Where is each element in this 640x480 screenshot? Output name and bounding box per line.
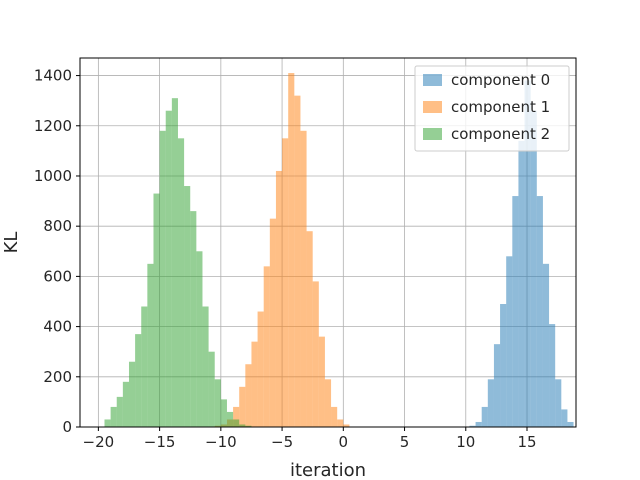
histogram-bar-component-1 xyxy=(337,419,344,427)
legend-swatch xyxy=(423,128,442,140)
histogram-bar-component-1 xyxy=(343,424,350,427)
histogram-bar-component-1 xyxy=(263,266,270,427)
histogram-bar-component-2 xyxy=(214,379,221,427)
histogram-bar-component-1 xyxy=(300,130,307,428)
y-tick-label: 600 xyxy=(43,267,72,285)
x-tick-label: 5 xyxy=(400,433,410,451)
histogram-bar-component-2 xyxy=(177,138,185,427)
histogram-bar-component-0 xyxy=(506,256,513,427)
histogram-bar-component-0 xyxy=(493,344,501,427)
histogram-bar-component-2 xyxy=(196,251,203,427)
histogram-bar-component-2 xyxy=(159,130,166,428)
histogram-bar-component-2 xyxy=(220,399,227,427)
y-tick-label: 0 xyxy=(62,418,72,436)
histogram-bar-component-0 xyxy=(561,409,568,427)
histogram-bar-component-2 xyxy=(226,411,234,427)
x-tick-label: −15 xyxy=(144,433,176,451)
histogram-bar-component-2 xyxy=(190,211,197,427)
histogram-bar-component-0 xyxy=(536,196,543,427)
histogram-bar-component-0 xyxy=(475,421,482,427)
histogram-bar-component-1 xyxy=(331,406,338,427)
histogram-bar-component-0 xyxy=(512,196,519,427)
histogram-bar-component-0 xyxy=(469,425,476,427)
x-tick-label: 15 xyxy=(517,433,536,451)
histogram-bar-component-1 xyxy=(233,406,240,427)
histogram-bar-component-2 xyxy=(104,419,111,427)
histogram-bar-component-1 xyxy=(324,379,332,427)
histogram-bar-component-2 xyxy=(128,361,136,427)
histogram-bar-component-2 xyxy=(110,406,117,427)
histogram-bar-component-0 xyxy=(518,140,525,427)
legend: component 0 component 1 component 2 xyxy=(414,65,570,152)
histogram-bar-component-1 xyxy=(239,386,246,427)
histogram-bar-component-2 xyxy=(153,193,160,427)
histogram-bar-component-1 xyxy=(294,95,301,427)
histogram-bar-component-0 xyxy=(487,379,494,427)
x-axis-label: iteration xyxy=(290,460,366,480)
histogram-bar-component-1 xyxy=(306,231,313,427)
y-axis-label: KL xyxy=(1,232,22,254)
histogram-bar-component-0 xyxy=(524,80,531,428)
y-tick-label: 400 xyxy=(43,318,72,336)
histogram-bar-component-2 xyxy=(245,425,252,427)
x-tick-label: 10 xyxy=(456,433,475,451)
histogram-bar-component-1 xyxy=(257,311,264,427)
x-tick-label: −5 xyxy=(271,433,293,451)
histogram-bar-component-1 xyxy=(251,341,258,427)
y-tick-label: 200 xyxy=(43,368,72,386)
histogram-bar-component-1 xyxy=(245,364,252,427)
histogram-bar-component-2 xyxy=(135,334,142,427)
histogram-bar-component-2 xyxy=(116,396,123,427)
histogram-bar-component-2 xyxy=(171,98,178,427)
histogram-bar-component-1 xyxy=(275,170,283,428)
histogram-bar-component-2 xyxy=(202,306,209,427)
histogram-bar-component-0 xyxy=(481,406,488,427)
histogram-bar-component-2 xyxy=(184,186,191,427)
histogram-bar-component-1 xyxy=(312,281,319,427)
x-tick-label: −10 xyxy=(205,433,237,451)
plot-frame xyxy=(79,57,577,428)
legend-swatch xyxy=(423,101,442,113)
histogram-bar-component-0 xyxy=(500,304,507,427)
histogram-bar-component-2 xyxy=(141,306,148,427)
histogram-bar-component-2 xyxy=(239,424,246,427)
y-tick-label: 1000 xyxy=(34,167,72,185)
histogram-bar-component-2 xyxy=(165,110,172,427)
histogram-bar-component-1 xyxy=(318,336,325,427)
histogram-bar-component-0 xyxy=(549,324,556,427)
x-axis: −20 −15 −10 −5 0 5 10 15 xyxy=(83,427,537,451)
legend-swatch xyxy=(423,74,442,86)
y-tick-label: 800 xyxy=(43,217,72,235)
x-tick-label: −20 xyxy=(83,433,115,451)
histogram-bar-component-1 xyxy=(288,73,295,428)
histogram-bar-component-1 xyxy=(282,138,289,427)
legend-box xyxy=(414,65,570,152)
histogram-bar-component-1 xyxy=(269,218,276,427)
legend-label: component 1 xyxy=(451,98,550,116)
y-axis: 0 200 400 600 800 1000 1200 1400 xyxy=(34,67,80,436)
legend-label: component 0 xyxy=(451,71,550,89)
histogram-bar-component-2 xyxy=(208,351,215,427)
histogram-bar-component-0 xyxy=(530,110,537,427)
histogram-bar-component-2 xyxy=(122,381,129,427)
x-tick-label: 0 xyxy=(339,433,349,451)
legend-label: component 2 xyxy=(451,125,550,143)
histogram-bar-component-0 xyxy=(555,379,562,427)
histogram-bars xyxy=(104,73,574,428)
histogram-bar-component-0 xyxy=(567,421,574,427)
y-tick-label: 1200 xyxy=(34,117,72,135)
y-tick-label: 1400 xyxy=(34,67,72,85)
histogram-bar-component-0 xyxy=(542,263,550,427)
histogram-bar-component-2 xyxy=(147,263,154,427)
histogram-bar-component-2 xyxy=(233,419,240,427)
